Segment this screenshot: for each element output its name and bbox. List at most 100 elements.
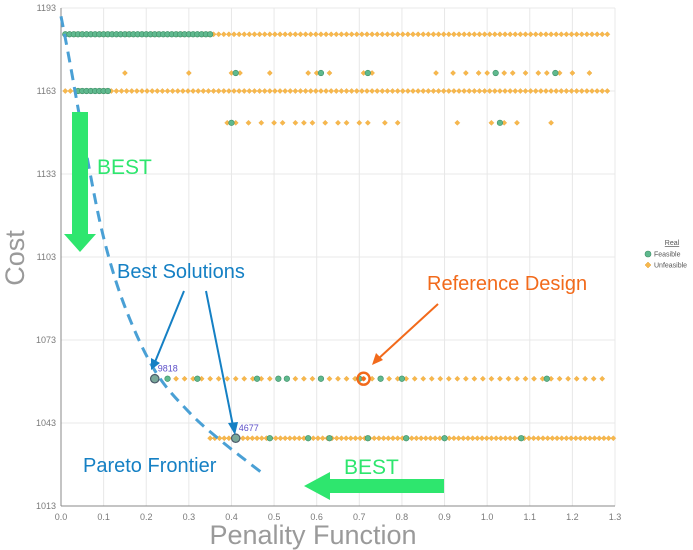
unfeasible-point <box>445 31 452 38</box>
unfeasible-point <box>532 88 539 94</box>
reference-design-center <box>361 376 366 381</box>
unfeasible-point <box>476 88 483 94</box>
unfeasible-point <box>517 88 524 94</box>
unfeasible-point <box>425 31 432 38</box>
unfeasible-point <box>220 31 227 38</box>
unfeasible-point <box>190 88 196 94</box>
unfeasible-point <box>215 31 222 38</box>
unfeasible-point <box>394 31 401 38</box>
unfeasible-point <box>305 70 312 76</box>
x-tick-label: 0.8 <box>396 512 409 522</box>
unfeasible-point <box>272 88 278 94</box>
unfeasible-point <box>266 31 273 38</box>
unfeasible-point <box>279 119 286 126</box>
unfeasible-point <box>549 435 556 442</box>
unfeasible-point <box>565 375 572 382</box>
unfeasible-point <box>144 88 150 94</box>
unfeasible-point <box>497 88 503 94</box>
feasible-point <box>518 435 525 442</box>
unfeasible-point <box>338 435 345 442</box>
unfeasible-point <box>433 70 439 76</box>
unfeasible-point <box>348 31 355 38</box>
unfeasible-point <box>554 435 560 442</box>
unfeasible-point <box>420 31 427 38</box>
feasible-point <box>496 119 504 126</box>
unfeasible-point <box>514 119 520 126</box>
unfeasible-point <box>310 435 317 442</box>
unfeasible-point <box>139 88 145 94</box>
unfeasible-point <box>594 31 600 38</box>
unfeasible-point <box>572 435 579 442</box>
x-tick-label: 0.0 <box>55 512 68 522</box>
unfeasible-point <box>432 435 439 442</box>
unfeasible-point <box>548 31 554 38</box>
feasible-point <box>403 435 410 442</box>
unfeasible-point <box>246 31 253 38</box>
unfeasible-point <box>335 375 341 382</box>
unfeasible-point <box>282 88 289 94</box>
unfeasible-point <box>292 88 299 94</box>
unfeasible-point <box>254 435 260 442</box>
feasible-point <box>164 375 171 382</box>
unfeasible-point <box>384 88 391 94</box>
unfeasible-point <box>512 88 519 94</box>
unfeasible-point <box>605 435 612 442</box>
y-axis-title: Cost <box>0 230 30 286</box>
unfeasible-point <box>512 31 519 38</box>
legend-unfeasible-marker <box>644 261 652 269</box>
unfeasible-point <box>287 88 294 94</box>
unfeasible-point <box>415 88 421 94</box>
x-tick-label: 1.1 <box>524 512 537 522</box>
unfeasible-point <box>450 70 456 76</box>
unfeasible-point <box>380 435 387 442</box>
x-tick-label: 0.6 <box>310 512 323 522</box>
unfeasible-point <box>356 119 363 126</box>
unfeasible-point <box>430 31 437 38</box>
unfeasible-point <box>333 88 340 94</box>
x-axis-title: Penality Function <box>209 520 416 550</box>
unfeasible-point <box>543 70 550 76</box>
legend-unfeasible-label: Unfeasible <box>654 263 687 270</box>
unfeasible-point <box>374 31 381 38</box>
unfeasible-point <box>159 88 166 94</box>
unfeasible-point <box>353 31 360 38</box>
unfeasible-point <box>568 88 575 94</box>
unfeasible-point <box>292 375 299 382</box>
unfeasible-point <box>420 375 427 382</box>
unfeasible-point <box>307 88 314 94</box>
best-solutions-label: Best Solutions <box>117 261 245 283</box>
unfeasible-point <box>583 31 590 38</box>
unfeasible-point <box>582 435 589 442</box>
unfeasible-point <box>154 88 161 94</box>
unfeasible-point <box>394 88 401 94</box>
legend-feasible-marker <box>644 250 652 258</box>
x-tick-labels: 0.0 0.1 0.2 0.3 0.4 0.5 0.6 0.7 0.8 0.9 1.0 1.1 1.2 1… <box>55 512 622 522</box>
unfeasible-point <box>272 31 278 38</box>
x-tick-label: 0.1 <box>97 512 110 522</box>
unfeasible-point <box>522 31 529 38</box>
unfeasible-point <box>246 88 253 94</box>
unfeasible-point <box>149 88 156 94</box>
unfeasible-point <box>357 435 364 442</box>
unfeasible-point <box>347 435 354 442</box>
unfeasible-point <box>236 88 243 94</box>
unfeasible-point <box>462 70 469 76</box>
unfeasible-point <box>358 88 365 94</box>
unfeasible-point <box>526 435 532 442</box>
unfeasible-point <box>241 88 248 94</box>
unfeasible-point <box>451 88 457 94</box>
unfeasible-point <box>522 70 529 76</box>
unfeasible-point <box>405 31 411 38</box>
unfeasible-point <box>578 88 585 94</box>
unfeasible-point <box>411 375 418 382</box>
unfeasible-point <box>343 375 350 382</box>
unfeasible-point <box>364 88 370 94</box>
unfeasible-point <box>333 31 340 38</box>
unfeasible-point <box>261 88 268 94</box>
feasible-point <box>364 435 371 442</box>
unfeasible-point <box>522 375 529 382</box>
pareto-frontier-label: Pareto Frontier <box>83 455 217 477</box>
y-tick-label: 1073 <box>36 335 56 345</box>
unfeasible-point <box>118 88 125 94</box>
